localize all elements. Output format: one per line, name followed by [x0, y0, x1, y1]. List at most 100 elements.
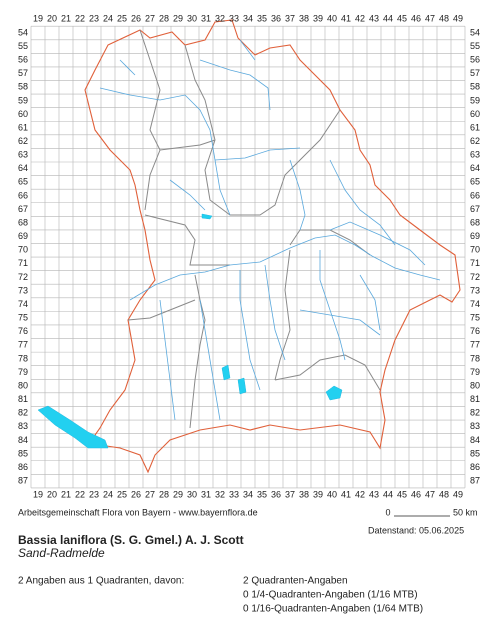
row-label: 65: [18, 177, 28, 187]
row-label: 57: [18, 68, 28, 78]
column-label: 39: [313, 14, 323, 24]
row-label: 80: [470, 380, 480, 390]
column-label: 28: [159, 489, 169, 499]
column-label: 45: [397, 14, 407, 24]
column-label: 35: [257, 489, 267, 499]
row-label: 55: [18, 41, 28, 51]
column-label: 41: [341, 14, 351, 24]
rivers: [99, 39, 441, 421]
row-label: 82: [470, 408, 480, 418]
column-label: 25: [117, 489, 127, 499]
column-label: 25: [117, 14, 127, 24]
column-label: 49: [453, 14, 463, 24]
column-label: 34: [243, 14, 253, 24]
row-label: 69: [18, 231, 28, 241]
column-label: 21: [61, 489, 71, 499]
column-label: 41: [341, 489, 351, 499]
summary-line: 0 1/4-Quadranten-Angaben (1/16 MTB): [243, 590, 418, 601]
row-label: 56: [470, 55, 480, 65]
column-label: 31: [201, 489, 211, 499]
row-label: 70: [18, 245, 28, 255]
column-label: 29: [173, 14, 183, 24]
data-date: Datenstand: 05.06.2025: [368, 525, 464, 535]
lake: [325, 385, 343, 401]
row-label: 66: [470, 190, 480, 200]
lake: [237, 377, 247, 395]
row-label: 60: [470, 109, 480, 119]
row-label: 75: [470, 313, 480, 323]
column-label: 22: [75, 14, 85, 24]
row-label: 56: [18, 55, 28, 65]
column-label: 30: [187, 489, 197, 499]
row-label: 71: [18, 258, 28, 268]
column-label: 32: [215, 489, 225, 499]
column-label: 35: [257, 14, 267, 24]
column-label: 19: [33, 489, 43, 499]
summary-line: 2 Quadranten-Angaben: [243, 576, 348, 587]
row-label: 84: [470, 435, 480, 445]
state-border: [84, 19, 461, 474]
column-label: 46: [411, 489, 421, 499]
column-label: 34: [243, 489, 253, 499]
row-label: 78: [18, 353, 28, 363]
row-label: 87: [470, 476, 480, 486]
column-label: 24: [103, 489, 113, 499]
row-label: 74: [18, 299, 28, 309]
row-label: 62: [470, 136, 480, 146]
row-label: 81: [470, 394, 480, 404]
row-label: 75: [18, 313, 28, 323]
grid: [30, 25, 466, 489]
row-label: 80: [18, 380, 28, 390]
column-label: 20: [47, 14, 57, 24]
row-label: 87: [18, 476, 28, 486]
column-label: 40: [327, 489, 337, 499]
lake: [201, 213, 213, 220]
column-label: 43: [369, 14, 379, 24]
row-label: 78: [470, 353, 480, 363]
column-label: 21: [61, 14, 71, 24]
row-label: 74: [470, 299, 480, 309]
column-label: 42: [355, 14, 365, 24]
row-label: 83: [470, 421, 480, 431]
row-label: 63: [18, 150, 28, 160]
column-label: 33: [229, 489, 239, 499]
row-label: 61: [18, 122, 28, 132]
column-label: 36: [271, 489, 281, 499]
row-label: 58: [470, 82, 480, 92]
species-name: Bassia laniflora (S. G. Gmel.) A. J. Sco…: [18, 533, 244, 547]
lake: [221, 364, 231, 381]
credit: Arbeitsgemeinschaft Flora von Bayern - w…: [18, 507, 258, 517]
row-label: 76: [470, 326, 480, 336]
row-label: 63: [470, 150, 480, 160]
row-label: 82: [18, 408, 28, 418]
row-label: 61: [470, 122, 480, 132]
column-label: 48: [439, 14, 449, 24]
column-label: 39: [313, 489, 323, 499]
row-label: 79: [470, 367, 480, 377]
column-label: 44: [383, 489, 393, 499]
row-label: 64: [470, 163, 480, 173]
column-label: 44: [383, 14, 393, 24]
column-label: 37: [285, 14, 295, 24]
scale-end: 50 km: [453, 507, 478, 517]
row-label: 68: [470, 217, 480, 227]
row-label: 54: [18, 27, 28, 37]
row-label: 57: [470, 68, 480, 78]
column-label: 38: [299, 14, 309, 24]
column-label: 22: [75, 489, 85, 499]
row-label: 71: [470, 258, 480, 268]
row-label: 77: [18, 340, 28, 350]
column-label: 43: [369, 489, 379, 499]
row-label: 55: [470, 41, 480, 51]
common-name: Sand-Radmelde: [18, 546, 105, 560]
row-label: 67: [470, 204, 480, 214]
row-label: 84: [18, 435, 28, 445]
column-label: 32: [215, 14, 225, 24]
row-label: 54: [470, 27, 480, 37]
column-label: 38: [299, 489, 309, 499]
column-label: 30: [187, 14, 197, 24]
column-label: 47: [425, 14, 435, 24]
row-label: 73: [18, 285, 28, 295]
column-label: 24: [103, 14, 113, 24]
